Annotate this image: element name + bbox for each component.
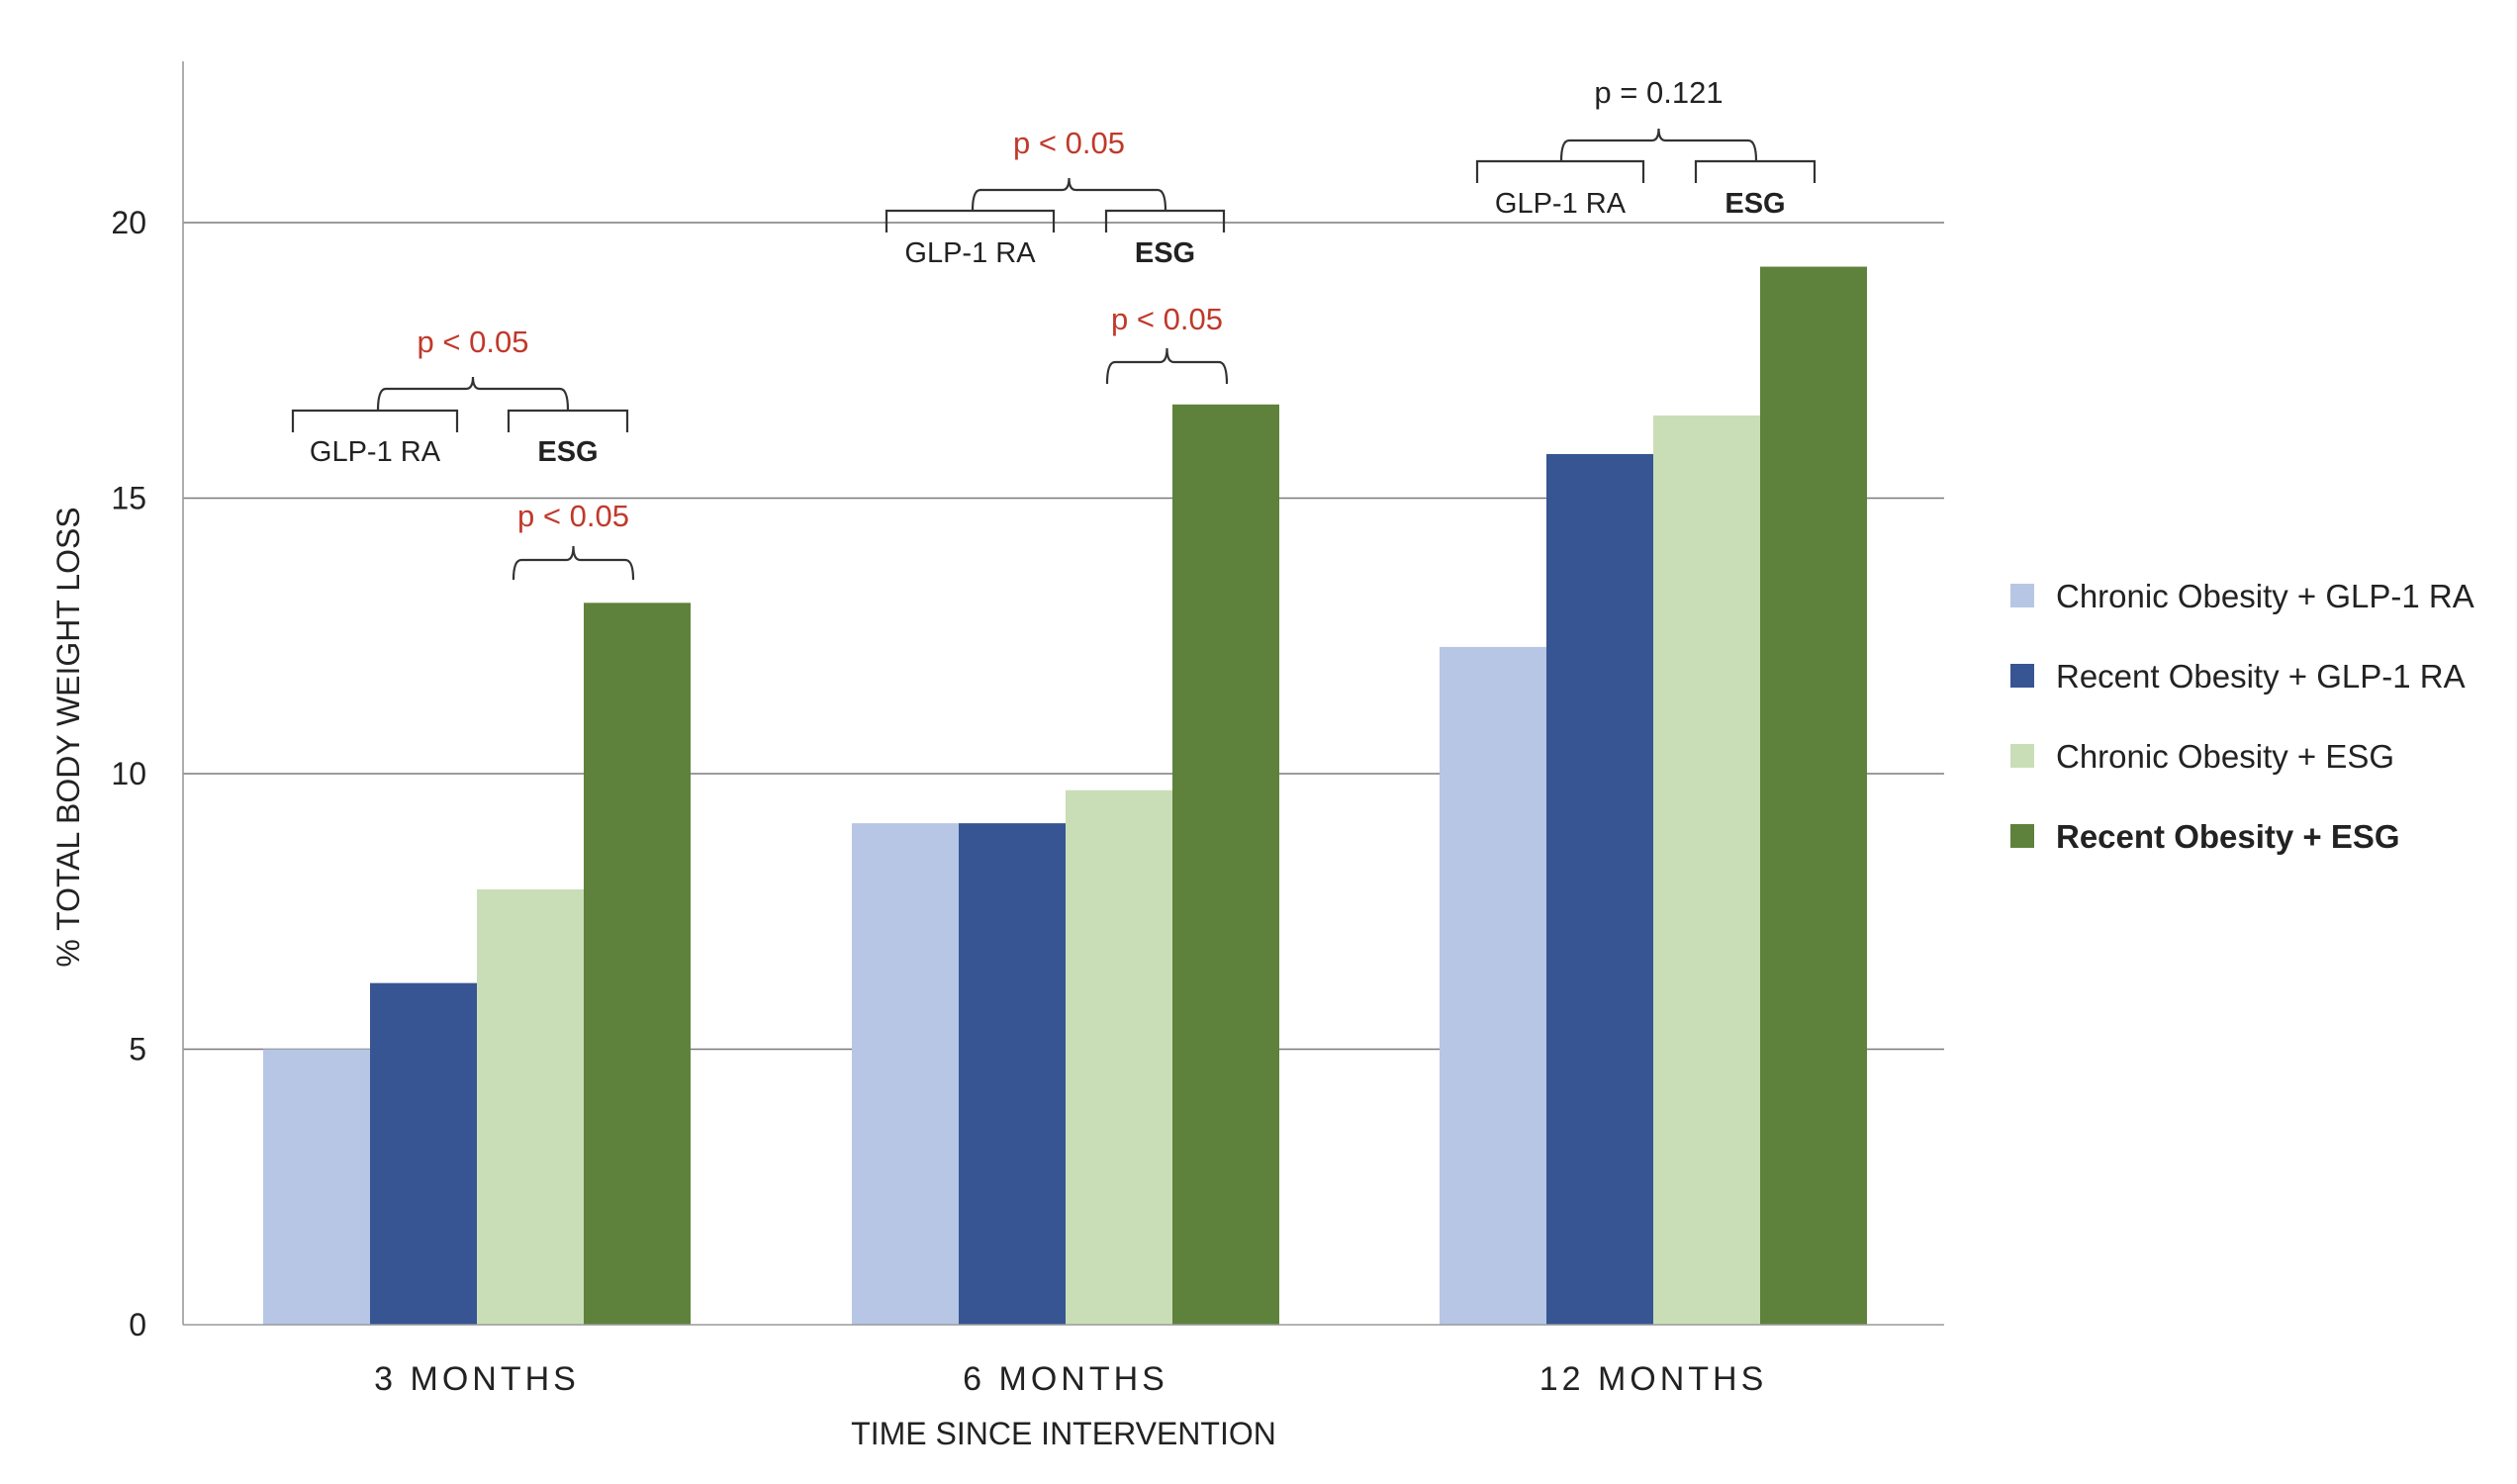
x-axis-title: TIME SINCE INTERVENTION — [851, 1416, 1276, 1451]
x-category-label: 12 MONTHS — [1539, 1360, 1768, 1398]
y-tick-label: 5 — [129, 1032, 146, 1067]
bar-12-months-series-4 — [1760, 266, 1867, 1325]
legend-swatch — [2010, 824, 2034, 848]
legend-label: Chronic Obesity + ESG — [2056, 738, 2394, 775]
p-value-6-months-group: p < 0.05 — [1013, 126, 1125, 160]
bar-3-months-series-1 — [263, 1049, 370, 1325]
x-category-label: 3 MONTHS — [374, 1360, 580, 1398]
bracket-12-months-esg — [1694, 159, 1817, 183]
legend-swatch — [2010, 584, 2034, 607]
p-value-3-months-pair: p < 0.05 — [517, 499, 629, 533]
bracket-label-6-months-esg: ESG — [1135, 237, 1195, 269]
bracket-label-3-months-glp1: GLP-1 RA — [310, 436, 441, 468]
p-value-6-months-pair: p < 0.05 — [1111, 302, 1223, 336]
bracket-6-months-esg — [1104, 209, 1226, 232]
brace-3-months-pair — [512, 545, 635, 581]
brace-6-months-group — [971, 177, 1167, 212]
y-tick-label: 10 — [111, 756, 146, 791]
bar-3-months-series-2 — [370, 982, 477, 1325]
p-value-3-months-group: p < 0.05 — [418, 325, 529, 359]
axes: 0 5 10 15 20 3 MONTHS 6 MONTHS 12 MONTHS — [111, 61, 1944, 1398]
x-category-label: 6 MONTHS — [963, 1360, 1168, 1398]
brace-3-months-group — [376, 376, 570, 412]
brace-12-months-group — [1559, 128, 1758, 162]
legend-label: Recent Obesity + GLP-1 RA — [2056, 658, 2466, 695]
y-tick-label: 15 — [111, 481, 146, 516]
bracket-6-months-glp1 — [885, 209, 1056, 232]
legend-swatch — [2010, 744, 2034, 768]
legend-label: Recent Obesity + ESG — [2056, 818, 2400, 855]
bracket-label-3-months-esg: ESG — [537, 436, 598, 468]
bars — [263, 266, 1867, 1325]
bracket-3-months-esg — [507, 409, 629, 432]
annotations: GLP-1 RA ESG p < 0.05 p < 0.05 GLP-1 RA ESG p … — [291, 75, 1817, 581]
bar-3-months-series-4 — [584, 603, 691, 1325]
legend-swatch — [2010, 664, 2034, 688]
bar-6-months-series-2 — [959, 823, 1066, 1325]
y-tick-label: 20 — [111, 205, 146, 240]
brace-6-months-pair — [1105, 347, 1229, 385]
bar-6-months-series-3 — [1066, 789, 1172, 1325]
bracket-label-6-months-glp1: GLP-1 RA — [904, 237, 1036, 269]
bar-12-months-series-3 — [1653, 415, 1760, 1325]
bracket-label-12-months-esg: ESG — [1725, 188, 1785, 220]
bar-12-months-series-2 — [1546, 453, 1653, 1325]
bracket-3-months-glp1 — [291, 409, 459, 432]
y-tick-label: 0 — [129, 1307, 146, 1343]
bar-3-months-series-3 — [477, 888, 584, 1325]
p-value-12-months-group: p = 0.121 — [1594, 75, 1723, 110]
y-axis-title: % TOTAL BODY WEIGHT LOSS — [50, 507, 86, 967]
bracket-label-12-months-glp1: GLP-1 RA — [1495, 188, 1627, 220]
bar-6-months-series-4 — [1172, 404, 1279, 1325]
legend-label: Chronic Obesity + GLP-1 RA — [2056, 578, 2474, 614]
legend: Chronic Obesity + GLP-1 RA Recent Obesity… — [2010, 578, 2474, 855]
bar-12-months-series-1 — [1440, 646, 1546, 1325]
bar-6-months-series-1 — [852, 823, 959, 1325]
bracket-12-months-glp1 — [1475, 159, 1645, 183]
